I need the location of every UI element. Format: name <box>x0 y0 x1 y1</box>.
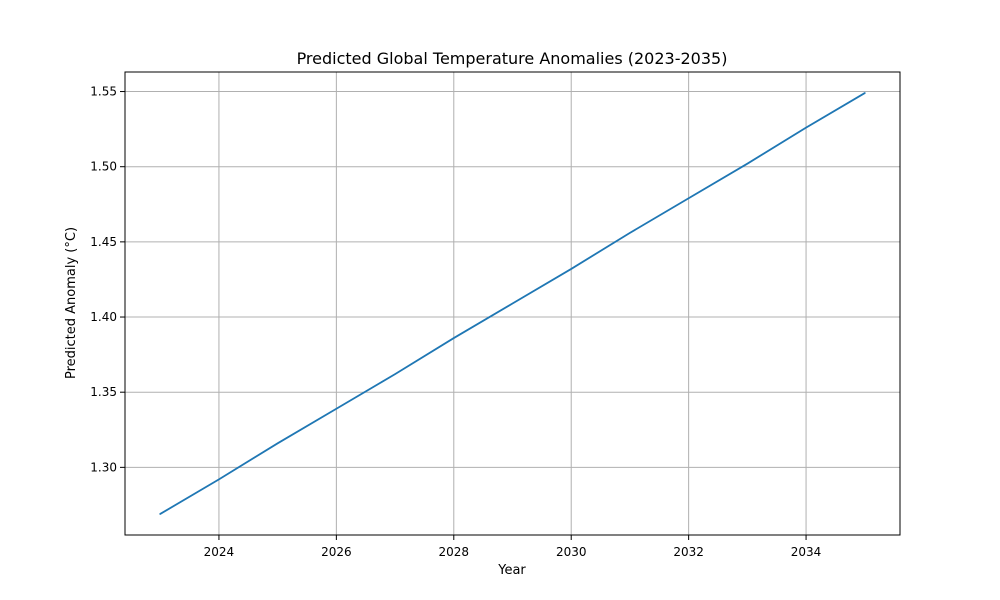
x-tick-label: 2024 <box>204 545 235 559</box>
series-line <box>159 92 866 515</box>
chart-title: Predicted Global Temperature Anomalies (… <box>297 49 728 68</box>
axis-ticks: 2024 2026 2028 2030 2032 2034 1.30 1.35 1.40 1.45… <box>90 85 821 559</box>
x-tick-label: 2032 <box>673 545 704 559</box>
x-axis-label: Year <box>497 563 526 578</box>
y-tick-label: 1.35 <box>90 385 117 399</box>
grid-lines <box>125 72 900 535</box>
series-layer <box>159 92 866 515</box>
x-tick-label: 2028 <box>439 545 470 559</box>
y-tick-label: 1.45 <box>90 235 117 249</box>
x-tick-label: 2034 <box>791 545 822 559</box>
y-tick-label: 1.30 <box>90 460 117 474</box>
y-tick-label: 1.55 <box>90 85 117 99</box>
x-tick-label: 2030 <box>556 545 587 559</box>
y-axis-label: Predicted Anomaly (°C) <box>64 227 79 379</box>
y-tick-label: 1.40 <box>90 310 117 324</box>
y-tick-label: 1.50 <box>90 160 117 174</box>
plot-area-frame <box>124 71 901 536</box>
x-tick-label: 2026 <box>321 545 352 559</box>
